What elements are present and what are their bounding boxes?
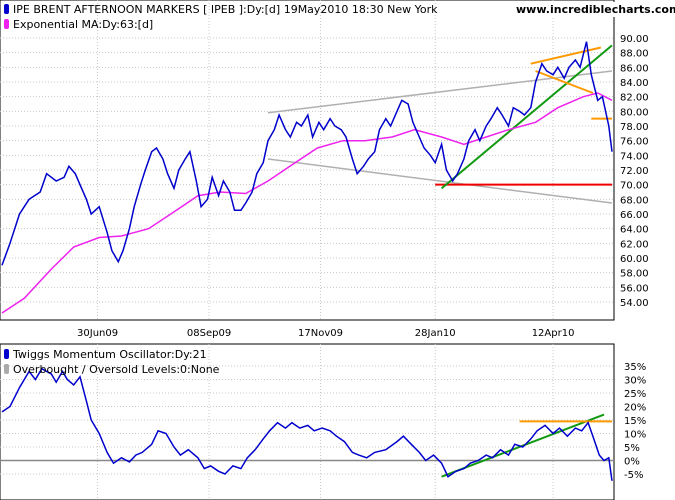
price-y-tick-label: 74.00 bbox=[620, 151, 649, 162]
price-channel-line bbox=[267, 158, 613, 204]
price-y-tick-label: 88.00 bbox=[620, 49, 649, 60]
oscillator-trendline-line bbox=[441, 413, 605, 478]
oscillator-y-tick-label: 0% bbox=[624, 457, 640, 468]
oscillator-legend-label: Twiggs Momentum Oscillator:Dy:21 bbox=[12, 348, 207, 361]
price-y-tick-label: 86.00 bbox=[620, 63, 649, 74]
oscillator-y-tick-label: 30% bbox=[624, 376, 646, 387]
oscillator-y-tick-label: 20% bbox=[624, 403, 646, 414]
oscillator-y-tick-labels: 35% 30% 25% 20% 15% 10% 5% 0% -5% bbox=[624, 362, 646, 481]
price-plot-frame bbox=[0, 0, 615, 321]
price-x-tick-labels: 30Jun09 08Sep09 17Nov09 28Jan10 12Apr10 bbox=[77, 328, 574, 339]
price-trendline-line bbox=[440, 44, 613, 190]
oscillator-y-tick-label: 5% bbox=[624, 443, 640, 454]
price-trendline-line bbox=[535, 70, 594, 94]
oscillator-panel: 35% 30% 25% 20% 15% 10% 5% 0% -5% Twiggs Momentu… bbox=[0, 343, 646, 500]
oscillator-y-tick-label: -5% bbox=[624, 470, 643, 481]
price-x-tick-label: 30Jun09 bbox=[77, 328, 118, 339]
price-series-line bbox=[1, 41, 613, 266]
oscillator-y-tick-label: 15% bbox=[624, 416, 646, 427]
levels-legend-swatch bbox=[4, 364, 9, 374]
price-y-tick-label: 66.00 bbox=[620, 210, 649, 221]
price-legend-label: IPE BRENT AFTERNOON MARKERS [ IPEB ]:Dy:… bbox=[13, 3, 438, 16]
price-y-tick-label: 62.00 bbox=[620, 239, 649, 250]
price-y-tick-label: 70.00 bbox=[620, 181, 649, 192]
price-x-tick-label: 17Nov09 bbox=[298, 328, 343, 339]
levels-legend: Overbought / Oversold Levels:0:None bbox=[4, 363, 220, 376]
price-y-tick-label: 68.00 bbox=[620, 195, 649, 206]
watermark-text: www.incrediblecharts.com bbox=[516, 3, 675, 16]
price-y-tick-label: 58.00 bbox=[620, 269, 649, 280]
price-y-tick-label: 60.00 bbox=[620, 254, 649, 265]
watermark-background bbox=[512, 2, 662, 17]
ma-legend: Exponential MA:Dy:63:[d] bbox=[4, 18, 153, 31]
price-annotations bbox=[267, 44, 613, 204]
oscillator-y-tick-label: 25% bbox=[624, 389, 646, 400]
price-y-tick-label: 80.00 bbox=[620, 107, 649, 118]
price-y-tick-label: 64.00 bbox=[620, 225, 649, 236]
ma-legend-swatch bbox=[4, 19, 9, 29]
levels-legend-label: Overbought / Oversold Levels:0:None bbox=[13, 363, 220, 376]
price-y-tick-label: 76.00 bbox=[620, 137, 649, 148]
oscillator-y-tick-label: 35% bbox=[624, 362, 646, 373]
price-y-tick-labels: 54.00 56.00 58.00 60.00 62.00 64.00 66.00 68.00… bbox=[620, 34, 649, 309]
ma-legend-label: Exponential MA:Dy:63:[d] bbox=[13, 18, 153, 31]
price-y-tick-label: 90.00 bbox=[620, 34, 649, 45]
watermark: www.incrediblecharts.com bbox=[512, 2, 675, 17]
oscillator-y-tick-label: 10% bbox=[624, 430, 646, 441]
price-legend: IPE BRENT AFTERNOON MARKERS [ IPEB ]:Dy:… bbox=[4, 3, 438, 16]
oscillator-legend: Twiggs Momentum Oscillator:Dy:21 bbox=[4, 348, 207, 361]
price-y-tick-label: 78.00 bbox=[620, 122, 649, 133]
oscillator-annotations bbox=[441, 413, 612, 478]
price-y-tick-label: 82.00 bbox=[620, 93, 649, 104]
oscillator-legend-swatch bbox=[4, 349, 9, 359]
oscillator-series-line bbox=[1, 367, 613, 481]
price-trendline-line bbox=[530, 46, 602, 65]
price-y-tick-label: 72.00 bbox=[620, 166, 649, 177]
oscillator-grid bbox=[0, 344, 614, 500]
price-panel: 54.00 56.00 58.00 60.00 62.00 64.00 66.00 68.00… bbox=[0, 0, 675, 339]
price-grid bbox=[0, 0, 614, 320]
price-legend-swatch bbox=[4, 4, 9, 14]
price-x-tick-label: 28Jan10 bbox=[415, 328, 456, 339]
price-y-tick-label: 54.00 bbox=[620, 298, 649, 309]
ma-series-line bbox=[1, 92, 613, 314]
price-x-tick-label: 12Apr10 bbox=[532, 328, 575, 339]
price-y-tick-label: 56.00 bbox=[620, 283, 649, 294]
price-y-tick-label: 84.00 bbox=[620, 78, 649, 89]
price-x-tick-label: 08Sep09 bbox=[187, 328, 231, 339]
